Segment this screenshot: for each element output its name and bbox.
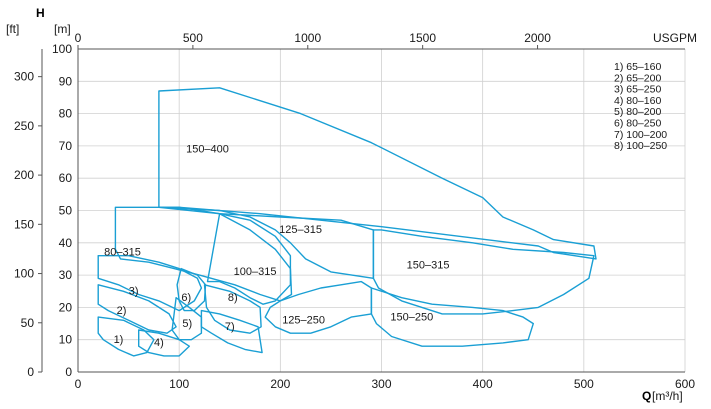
region-label: 150–250: [390, 311, 433, 323]
region-12: [171, 297, 203, 341]
y-tick-label: 10: [59, 333, 73, 347]
region-label: 7): [225, 321, 235, 333]
x-axis-title: Q: [642, 389, 651, 403]
region-2: [114, 206, 293, 302]
tick-labels: 0102030405060708090100050100150200250300…: [14, 31, 695, 391]
legend-item: 8) 100–250: [614, 140, 667, 152]
x-tick-label: 0: [75, 377, 82, 391]
y-tick-label: 100: [52, 42, 72, 56]
y-tick-label: 40: [59, 236, 73, 250]
region-label: 100–315: [234, 266, 277, 278]
y2-tick-label: 250: [14, 119, 34, 133]
region-11: [97, 284, 177, 334]
y2-tick-label: 300: [14, 70, 34, 84]
y2-tick-label: 200: [14, 168, 34, 182]
legend-item: 1) 65–160: [614, 61, 661, 73]
y-tick-label: 30: [59, 268, 73, 282]
legend-item: 7) 100–200: [614, 129, 667, 141]
legend-item: 6) 80–250: [614, 118, 661, 130]
region-14: [97, 316, 155, 357]
x2-tick-label: 0: [75, 31, 82, 45]
region-4: [206, 212, 292, 305]
x-tick-label: 500: [574, 377, 594, 391]
region-8: [97, 254, 203, 312]
x-axis-unit: [m³/h]: [652, 389, 683, 403]
region-label: 1): [114, 334, 124, 346]
region-3: [158, 206, 375, 279]
y2-tick-label: 0: [27, 365, 34, 379]
grid: [78, 48, 686, 372]
region-7: [370, 287, 534, 347]
region-label: 8): [228, 292, 238, 304]
y-tick-label: 80: [59, 107, 73, 121]
x-tick-label: 100: [169, 377, 189, 391]
x2-tick-label: 2000: [524, 31, 551, 45]
y-tick-label: 60: [59, 171, 73, 185]
region-label: 5): [182, 318, 192, 330]
x2-tick-label: 1000: [294, 31, 321, 45]
region-1: [158, 87, 597, 260]
region-label: 125–315: [279, 224, 322, 236]
y-tick-label: 90: [59, 74, 73, 88]
region-label: 125–250: [282, 315, 325, 327]
x-tick-label: 200: [270, 377, 290, 391]
x-tick-label: 300: [371, 377, 391, 391]
y-axis-unit: [m]: [54, 22, 71, 36]
pump-regions: [97, 87, 597, 357]
legend-item: 2) 65–200: [614, 72, 661, 84]
y-tick-label: 0: [65, 365, 72, 379]
region-13: [200, 309, 263, 354]
legend-item: 3) 65–250: [614, 84, 661, 96]
x2-axis-unit: USGPM: [653, 31, 697, 45]
y2-tick-label: 100: [14, 267, 34, 281]
x-tick-label: 400: [473, 377, 493, 391]
axes: [38, 45, 685, 373]
y-axis-title: H: [36, 6, 45, 20]
region-label: 80–315: [104, 247, 141, 259]
region-label: 3): [129, 285, 139, 297]
y-tick-label: 70: [59, 139, 73, 153]
y-tick-label: 50: [59, 204, 73, 218]
region-label: 150–400: [186, 143, 229, 155]
legend-item: 4) 80–160: [614, 95, 661, 107]
region-10: [203, 284, 262, 334]
x2-tick-label: 1500: [409, 31, 436, 45]
x2-tick-label: 500: [183, 31, 203, 45]
legend-item: 5) 80–200: [614, 106, 661, 118]
region-label: 6): [181, 292, 191, 304]
region-label: 2): [117, 305, 127, 317]
region-label: 4): [154, 337, 164, 349]
region-label: 150–315: [407, 260, 450, 272]
x-tick-label: 600: [675, 377, 695, 391]
region-5: [372, 229, 595, 315]
y2-axis-unit: [ft]: [6, 22, 19, 36]
region-labels: 150–400 80–315 125–315 100–315 150–315 125–25…: [104, 143, 449, 349]
region-6: [264, 280, 373, 334]
y2-tick-label: 50: [21, 316, 35, 330]
y2-tick-label: 150: [14, 217, 34, 231]
y-tick-label: 20: [59, 300, 73, 314]
region-15: [137, 329, 191, 357]
